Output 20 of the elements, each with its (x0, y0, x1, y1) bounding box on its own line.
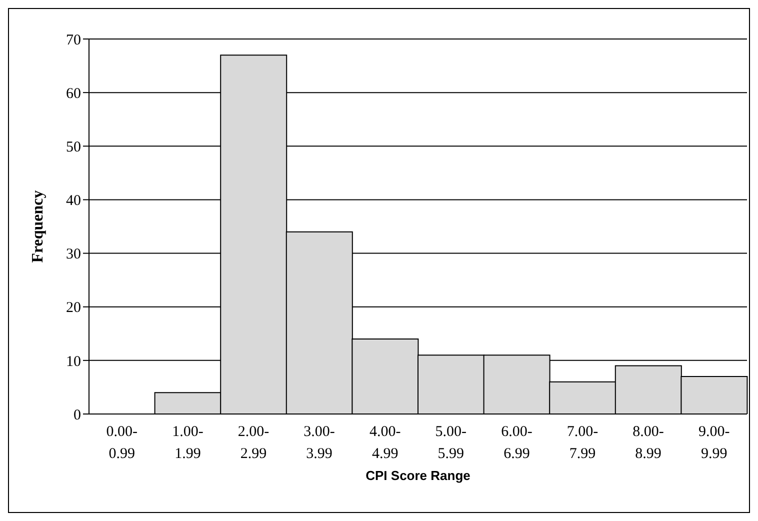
y-tick-label: 0 (74, 407, 81, 424)
x-tick-label: 0.00-0.99 (106, 424, 138, 462)
y-tick-label: 10 (66, 354, 81, 370)
x-axis-title: CPI Score Range (366, 468, 470, 483)
y-tick-label: 60 (66, 86, 81, 102)
y-tick-label: 50 (66, 139, 81, 156)
x-tick-label: 8.00-8.99 (632, 424, 664, 462)
x-tick-label: 5.00-5.99 (435, 424, 467, 462)
x-tick-label: 4.00-4.99 (369, 424, 401, 462)
x-tick-label: 1.00-1.99 (172, 424, 204, 462)
y-axis-title: Frequency (30, 190, 47, 263)
y-tick-label: 30 (66, 246, 81, 263)
y-tick-label: 20 (66, 300, 81, 316)
x-tick-label: 6.00-6.99 (501, 424, 532, 462)
y-tick-label: 40 (66, 193, 81, 210)
x-tick-label: 3.00-3.99 (304, 424, 335, 462)
y-tick-label: 70 (66, 32, 81, 48)
x-tick-label: 7.00-7.99 (566, 424, 598, 462)
x-tick-label: 9.00-9.99 (698, 424, 730, 462)
x-tick-label: 2.00-2.99 (238, 424, 270, 462)
